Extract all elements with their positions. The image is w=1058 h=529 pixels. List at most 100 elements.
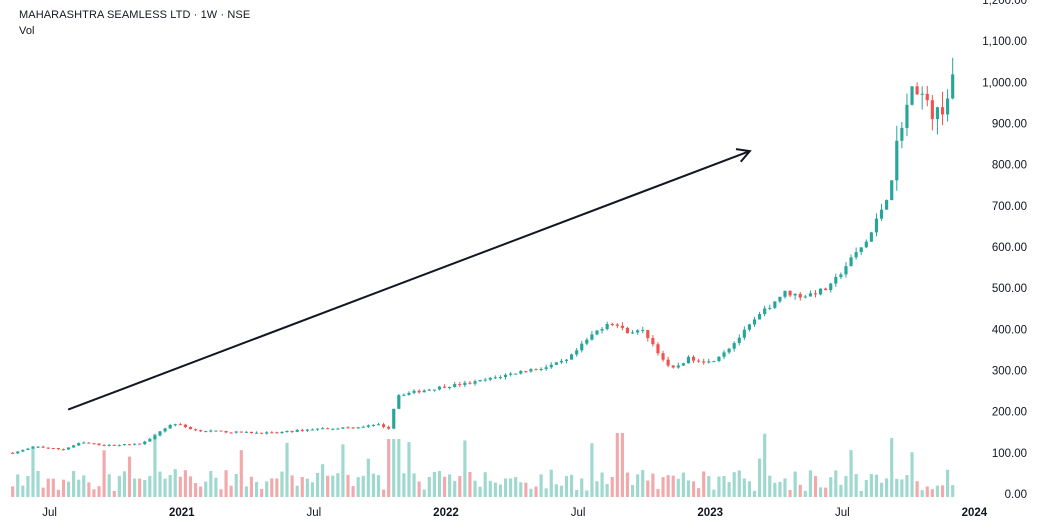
volume-bar bbox=[122, 471, 127, 497]
candle-body bbox=[935, 107, 940, 120]
candle-body bbox=[422, 390, 426, 393]
volume-bar bbox=[940, 485, 945, 497]
volume-bar bbox=[178, 476, 182, 497]
volume-bar bbox=[127, 456, 132, 497]
candle-body bbox=[793, 293, 797, 296]
trend-arrow-line bbox=[67, 150, 751, 411]
x-tick-label: 2021 bbox=[169, 507, 195, 519]
candle-body bbox=[168, 424, 172, 429]
candle-body bbox=[758, 314, 762, 320]
candle-body bbox=[885, 200, 889, 210]
candle-body bbox=[392, 408, 396, 429]
candle-body bbox=[270, 432, 274, 434]
candle-body bbox=[686, 356, 691, 364]
volume-bar bbox=[839, 484, 843, 497]
volume-bar bbox=[199, 486, 203, 497]
volume-bar bbox=[910, 452, 914, 497]
volume-label: Vol bbox=[19, 25, 35, 37]
volume-bar bbox=[422, 489, 426, 497]
volume-bar bbox=[514, 477, 518, 497]
y-tick-label: 400.00 bbox=[992, 324, 1027, 336]
candle-body bbox=[437, 386, 442, 390]
volume-bar bbox=[371, 473, 375, 497]
candle-body bbox=[183, 424, 187, 428]
volume-bar bbox=[219, 489, 223, 497]
candle-body bbox=[66, 447, 71, 450]
volume-bar bbox=[285, 442, 289, 497]
candle-body bbox=[336, 428, 340, 430]
candle-body bbox=[21, 449, 25, 452]
candle-body bbox=[300, 429, 304, 431]
volume-bar bbox=[559, 485, 563, 497]
volume-bar bbox=[341, 444, 345, 497]
candle-body bbox=[31, 447, 35, 449]
candle-body bbox=[107, 444, 111, 446]
volume-bar bbox=[824, 487, 828, 497]
volume-bar bbox=[544, 488, 548, 497]
volume-bars bbox=[11, 433, 955, 497]
volume-bar bbox=[681, 472, 685, 497]
volume-bar bbox=[539, 474, 543, 497]
volume-bar bbox=[356, 477, 360, 497]
candle-body bbox=[940, 107, 945, 115]
candle-body bbox=[382, 424, 386, 427]
candle-body bbox=[524, 371, 528, 373]
price-axis[interactable]: 0.00 100.00 200.00 300.00 400.00 500.00 600.00… bbox=[982, 0, 1027, 501]
volume-bar bbox=[158, 471, 162, 497]
volume-bar bbox=[453, 480, 457, 497]
candle-body bbox=[219, 430, 223, 432]
candle-body bbox=[112, 444, 116, 446]
candle-body bbox=[285, 430, 289, 433]
volume-bar bbox=[818, 487, 823, 497]
x-tick-label: Jul bbox=[42, 507, 57, 519]
candle-body bbox=[254, 432, 259, 434]
volume-bar bbox=[636, 474, 640, 497]
candle-body bbox=[193, 429, 198, 431]
volume-bar bbox=[463, 440, 467, 497]
candle-body bbox=[361, 426, 365, 428]
volume-bar bbox=[437, 471, 442, 497]
volume-bar bbox=[432, 471, 436, 497]
volume-bar bbox=[890, 438, 894, 497]
volume-bar bbox=[732, 472, 736, 497]
candle-body bbox=[615, 324, 619, 326]
volume-bar bbox=[935, 485, 940, 497]
volume-bar bbox=[722, 476, 726, 497]
volume-bar bbox=[549, 469, 553, 497]
volume-bar bbox=[564, 475, 569, 497]
candle-body bbox=[26, 448, 30, 450]
volume-bar bbox=[697, 488, 701, 497]
candle-body bbox=[92, 443, 96, 445]
volume-bar bbox=[473, 480, 477, 497]
volume-bar bbox=[138, 478, 142, 497]
candle-body bbox=[148, 438, 152, 442]
candle-body bbox=[260, 432, 264, 434]
volume-bar bbox=[656, 489, 660, 497]
candle-body bbox=[951, 74, 955, 99]
volume-bar bbox=[925, 486, 929, 497]
volume-bar bbox=[16, 474, 20, 497]
y-tick-label: 1,100.00 bbox=[982, 36, 1027, 48]
candle-body bbox=[925, 93, 929, 101]
candle-body bbox=[549, 364, 553, 368]
time-axis[interactable]: Jul 2021 Jul 2022 Jul 2023 Jul 2024 bbox=[42, 507, 988, 519]
volume-bar bbox=[188, 476, 193, 497]
volume-bar bbox=[671, 475, 675, 497]
candle-body bbox=[51, 448, 55, 450]
x-tick-label: Jul bbox=[835, 507, 850, 519]
candle-body bbox=[879, 209, 884, 219]
candle-body bbox=[407, 392, 411, 395]
candle-body bbox=[834, 276, 838, 284]
volume-bar bbox=[117, 475, 121, 497]
volume-bar bbox=[788, 490, 792, 497]
candle-body bbox=[620, 325, 624, 328]
symbol-title: MAHARASHTRA SEAMLESS LTD · 1W · NSE bbox=[19, 9, 251, 21]
volume-bar bbox=[458, 476, 462, 497]
candle-body bbox=[488, 377, 492, 380]
candle-body bbox=[153, 435, 157, 439]
candle-body bbox=[138, 443, 142, 445]
candle-body bbox=[473, 381, 477, 384]
candle-body bbox=[656, 344, 660, 354]
candlesticks bbox=[11, 57, 955, 455]
